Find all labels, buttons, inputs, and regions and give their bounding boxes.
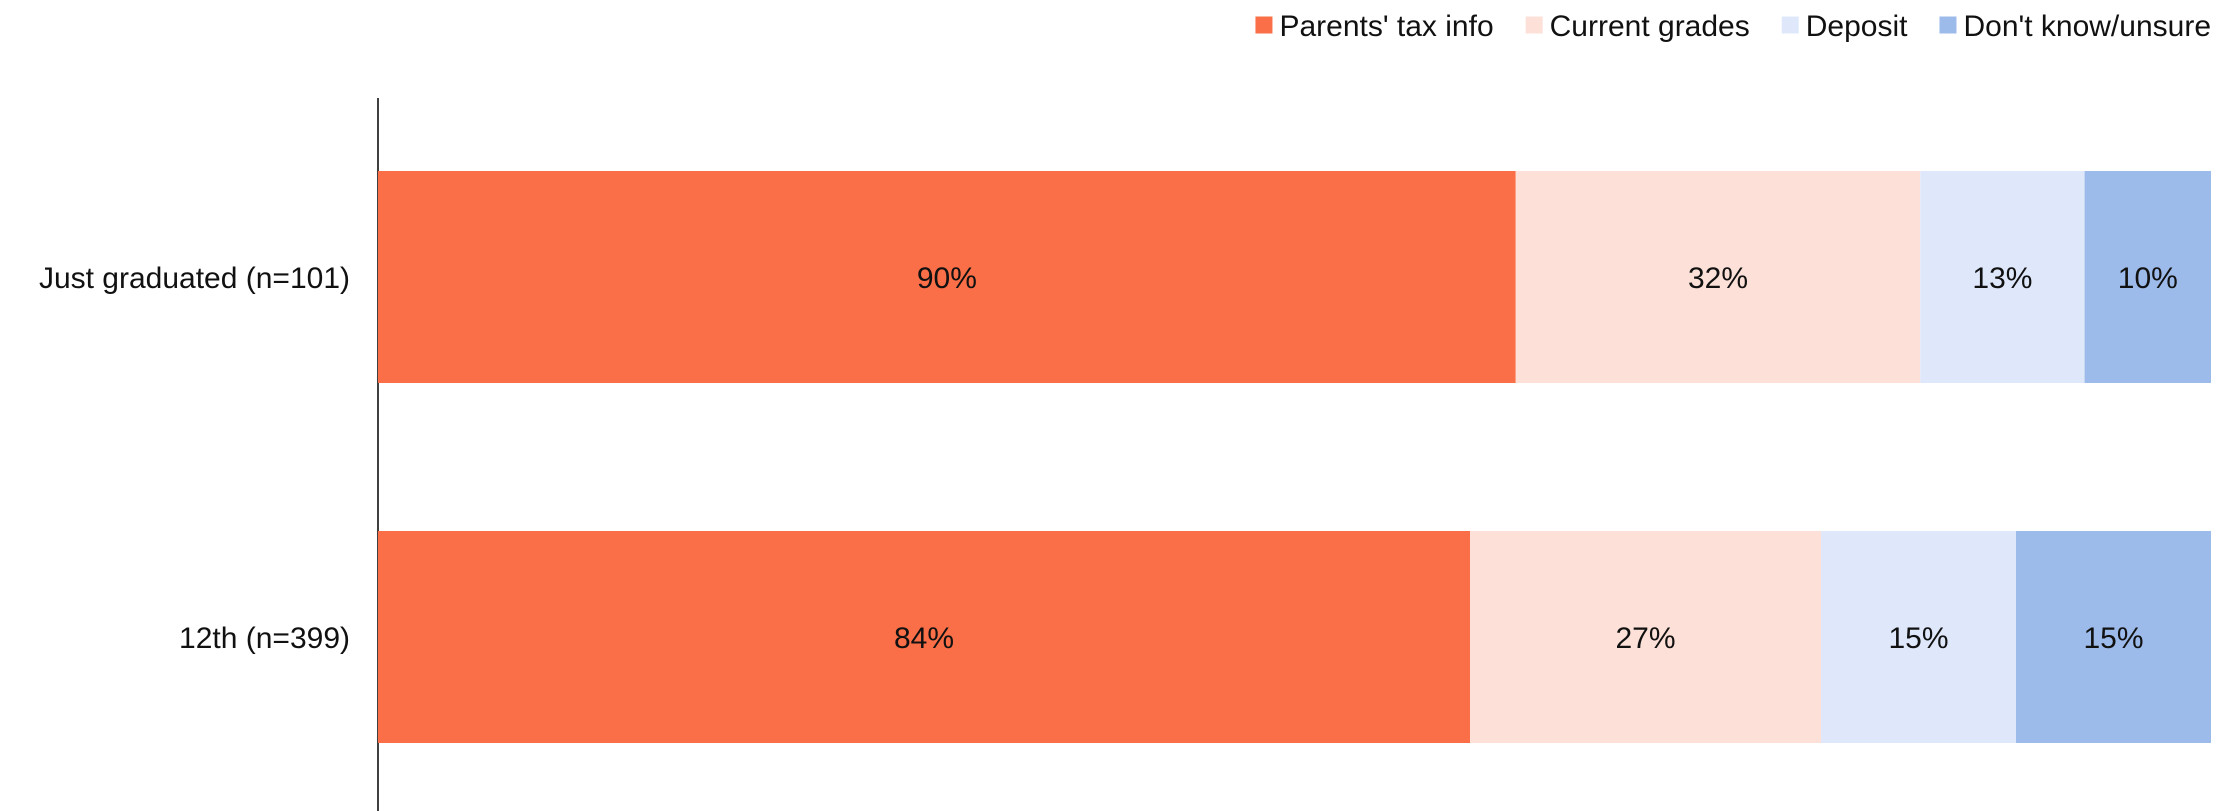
- category-label: 12th (n=399): [179, 622, 350, 655]
- category-labels: Just graduated (n=101) 12th (n=399): [39, 262, 350, 655]
- bar-segment: [1821, 531, 2016, 743]
- bar-value-label: 15%: [1888, 622, 1948, 655]
- legend-label: Deposit: [1806, 10, 1908, 43]
- bar-segment: [1515, 171, 1921, 383]
- bar-value-label: 90%: [917, 262, 977, 295]
- bar-segment: [2084, 171, 2211, 383]
- bars: 90% 32% 13% 10% 84% 27% 15% 15%: [378, 171, 2211, 743]
- bar-value-label: 84%: [894, 622, 954, 655]
- bar-value-label: 32%: [1688, 262, 1748, 295]
- bar-value-label: 13%: [1972, 262, 2032, 295]
- legend-swatch: [1939, 16, 1957, 34]
- category-label: Just graduated (n=101): [39, 262, 350, 295]
- legend-item: Current grades: [1525, 10, 1750, 43]
- legend-swatch: [1781, 16, 1799, 34]
- bar-segment: [1470, 531, 1821, 743]
- bar-value-label: 27%: [1615, 622, 1675, 655]
- legend-label: Don't know/unsure: [1963, 10, 2211, 43]
- bar-value-label: 10%: [2118, 262, 2178, 295]
- legend-item: Deposit: [1781, 10, 1908, 43]
- bar-value-label: 15%: [2083, 622, 2143, 655]
- legend-item: Don't know/unsure: [1939, 10, 2211, 43]
- legend-label: Parents' tax info: [1279, 10, 1493, 43]
- legend-swatch: [1525, 16, 1543, 34]
- bar-segment: [2016, 531, 2211, 743]
- legend-swatch: [1255, 16, 1273, 34]
- legend-item: Parents' tax info: [1255, 10, 1494, 43]
- legend: Parents' tax info Current grades Deposit Do…: [1255, 10, 2211, 43]
- bar-segment: [378, 531, 1470, 743]
- bar-segment: [378, 171, 1516, 383]
- bar-segment: [1920, 171, 2085, 383]
- legend-label: Current grades: [1550, 10, 1750, 43]
